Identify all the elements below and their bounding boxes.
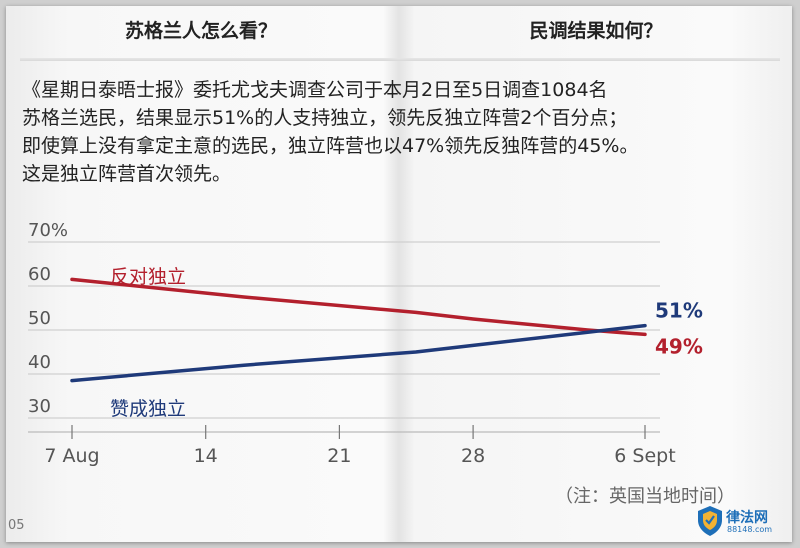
x-tick-label: 6 Sept xyxy=(614,445,675,467)
article-line-4: 这是独立阵营首次领先。 xyxy=(22,163,232,185)
magazine-page: 苏格兰人怎么看？ 民调结果如何？ 《星期日泰晤士报》委托尤戈夫调查公司于本月2日… xyxy=(6,6,792,542)
left-heading: 苏格兰人怎么看？ xyxy=(124,20,277,42)
y-tick-label: 50 xyxy=(28,308,51,329)
heading-divider xyxy=(20,58,780,61)
shield-icon xyxy=(698,506,722,536)
series-end-label: 51% xyxy=(655,299,703,323)
article-text: 《星期日泰晤士报》委托尤戈夫调查公司于本月2日至5日调查1084名 苏格兰选民，… xyxy=(22,76,782,188)
x-tick-label: 28 xyxy=(461,445,485,467)
page-number: 05 xyxy=(8,518,25,533)
site-logo: 律法网 88148.com xyxy=(696,505,792,539)
x-tick-label: 7 Aug xyxy=(44,445,99,467)
logo-text: 律法网 xyxy=(726,510,768,526)
y-tick-label: 70% xyxy=(28,220,68,241)
timezone-note: （注：英国当地时间） xyxy=(555,486,735,507)
article-line-2: 苏格兰选民，结果显示51%的人支持独立，领先反独立阵营2个百分点； xyxy=(22,107,628,129)
y-tick-label: 60 xyxy=(28,264,51,285)
article-line-3: 即使算上没有拿定主意的选民，独立阵营也以47%领先反独阵营的45%。 xyxy=(22,135,639,157)
series-end-label: 49% xyxy=(655,334,703,358)
right-heading: 民调结果如何？ xyxy=(529,20,663,42)
logo-subtext: 88148.com xyxy=(727,525,773,534)
series-name-label: 赞成独立 xyxy=(110,398,186,420)
y-tick-label: 40 xyxy=(28,352,51,373)
article-line-1: 《星期日泰晤士报》委托尤戈夫调查公司于本月2日至5日调查1084名 xyxy=(22,79,608,101)
x-tick-label: 14 xyxy=(194,445,218,467)
x-tick-label: 21 xyxy=(327,445,351,467)
series-name-label: 反对独立 xyxy=(110,266,186,288)
y-tick-label: 30 xyxy=(28,396,51,417)
series-line xyxy=(70,323,647,383)
